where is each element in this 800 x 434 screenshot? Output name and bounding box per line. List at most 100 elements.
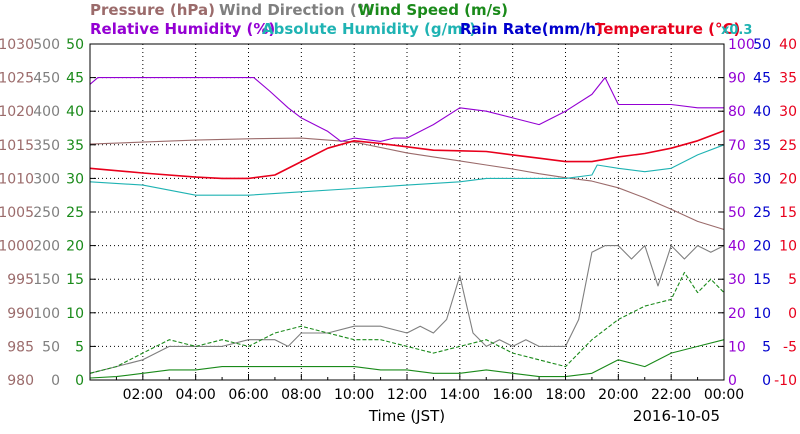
y-tick-label-wind-direction: 50 bbox=[42, 339, 60, 355]
y-tick-label-wind-speed: 40 bbox=[66, 104, 84, 120]
series-line-humidity bbox=[89, 144, 725, 196]
y-tick-label-rain-rate: 25 bbox=[753, 205, 771, 221]
y-tick-label-rain-rate: 20 bbox=[753, 239, 771, 255]
y-tick-label-pressure: 990 bbox=[7, 306, 34, 322]
x-tick-label: 08:00 bbox=[281, 387, 321, 403]
y-tick-label-wind-direction: 100 bbox=[33, 306, 60, 322]
x-tick-label: 18:00 bbox=[545, 387, 585, 403]
x-axis-label: Time (JST) bbox=[368, 407, 445, 425]
series-line-wind-direction bbox=[89, 245, 725, 374]
y-tick-label-humidity: 80 bbox=[728, 104, 746, 120]
legend-wind-speed: Wind Speed (m/s) bbox=[358, 1, 508, 19]
y-tick-label-pressure: 1020 bbox=[0, 104, 34, 120]
y-tick-label-rain-rate: 5 bbox=[762, 339, 771, 355]
y-tick-label-pressure: 1005 bbox=[0, 205, 34, 221]
x-tick-label: 16:00 bbox=[492, 387, 532, 403]
y-tick-label-pressure: 1010 bbox=[0, 171, 34, 187]
grid bbox=[90, 44, 724, 380]
y-tick-label-temperature: -10 bbox=[774, 373, 797, 389]
y-tick-label-temperature: 35 bbox=[779, 71, 797, 87]
y-tick-label-wind-speed: 10 bbox=[66, 306, 84, 322]
y-tick-label-wind-direction: 450 bbox=[33, 71, 60, 87]
y-tick-label-pressure: 995 bbox=[7, 272, 34, 288]
y-tick-label-pressure: 1015 bbox=[0, 138, 34, 154]
y-tick-label-temperature: 20 bbox=[779, 171, 797, 187]
y-tick-label-rain-rate: 45 bbox=[753, 71, 771, 87]
series-line-wind-speed bbox=[89, 339, 725, 379]
y-tick-label-wind-direction: 250 bbox=[33, 205, 60, 221]
y-tick-label-temperature: 25 bbox=[779, 138, 797, 154]
y-tick-label-humidity: 0 bbox=[728, 373, 737, 389]
y-tick-label-wind-speed: 5 bbox=[75, 339, 84, 355]
y-tick-label-wind-direction: 400 bbox=[33, 104, 60, 120]
legend-rain-rate: Rain Rate(mm/h) bbox=[460, 20, 603, 38]
y-tick-label-rain-rate: 40 bbox=[753, 104, 771, 120]
y-tick-label-pressure: 1025 bbox=[0, 71, 34, 87]
y-tick-label-pressure: 985 bbox=[7, 339, 34, 355]
x-tick-label: 00:00 bbox=[704, 387, 744, 403]
y-tick-label-temperature: 10 bbox=[779, 239, 797, 255]
series-line-pressure bbox=[89, 137, 725, 231]
y-tick-label-pressure: 1000 bbox=[0, 239, 34, 255]
y-tick-label-temperature: 40 bbox=[779, 37, 797, 53]
y-tick-label-temperature: 15 bbox=[779, 205, 797, 221]
legend-temperature: Temperature (°C) bbox=[595, 20, 740, 38]
left-axes: 9809859909951000100510101015102010251030… bbox=[0, 37, 96, 389]
y-tick-label-humidity: 20 bbox=[728, 306, 746, 322]
y-tick-label-rain-rate: 30 bbox=[753, 171, 771, 187]
y-tick-label-temperature: 5 bbox=[788, 272, 797, 288]
right-axes: 0102030405060708090100051015202530354045… bbox=[718, 37, 797, 389]
legend-absolute-humidity: Absolute Humidity (g/m³) bbox=[262, 20, 476, 38]
y-tick-label-rain-rate: 0 bbox=[762, 373, 771, 389]
y-tick-label-pressure: 980 bbox=[7, 373, 34, 389]
x-tick-label: 14:00 bbox=[440, 387, 480, 403]
y-tick-label-humidity: 70 bbox=[728, 138, 746, 154]
y-tick-label-wind-speed: 30 bbox=[66, 171, 84, 187]
y-tick-label-humidity: 40 bbox=[728, 239, 746, 255]
y-tick-label-humidity: 90 bbox=[728, 71, 746, 87]
y-tick-label-rain-rate: 15 bbox=[753, 272, 771, 288]
y-tick-label-wind-speed: 0 bbox=[75, 373, 84, 389]
y-tick-label-temperature: 0 bbox=[788, 306, 797, 322]
series-line-wind-speed bbox=[89, 271, 725, 374]
y-tick-label-rain-rate: 35 bbox=[753, 138, 771, 154]
y-tick-label-wind-speed: 25 bbox=[66, 205, 84, 221]
y-tick-label-wind-speed: 35 bbox=[66, 138, 84, 154]
x-tick-label: 12:00 bbox=[387, 387, 427, 403]
x-axis-ticks: 02:00 04:00 06:00 08:00 10:00 12:00 14:00 16:00… bbox=[115, 374, 744, 403]
x-tick-label: 10:00 bbox=[334, 387, 374, 403]
y-tick-label-wind-direction: 200 bbox=[33, 239, 60, 255]
y-tick-label-wind-direction: 500 bbox=[33, 37, 60, 53]
y-tick-label-temperature: -5 bbox=[783, 339, 797, 355]
y-tick-label-temperature: 30 bbox=[779, 104, 797, 120]
legend-pressure: Pressure (hPa) bbox=[90, 1, 215, 19]
y-tick-label-humidity: 60 bbox=[728, 171, 746, 187]
legend: Pressure (hPa) Wind Direction (°) Wind S… bbox=[90, 1, 752, 38]
legend-wind-direction: Wind Direction (°) bbox=[219, 1, 371, 19]
y-tick-label-pressure: 1030 bbox=[0, 37, 34, 53]
y-tick-label-humidity: 10 bbox=[728, 339, 746, 355]
series-line-temperature bbox=[89, 129, 725, 180]
y-tick-label-humidity: 100 bbox=[728, 37, 755, 53]
y-tick-label-wind-speed: 15 bbox=[66, 272, 84, 288]
x-tick-label: 20:00 bbox=[598, 387, 638, 403]
x-tick-label: 02:00 bbox=[123, 387, 163, 403]
y-tick-label-humidity: 30 bbox=[728, 272, 746, 288]
scale-note: x0.3 bbox=[721, 23, 752, 38]
y-tick-label-wind-speed: 50 bbox=[66, 37, 84, 53]
series-line-humidity bbox=[89, 77, 724, 142]
y-tick-label-wind-speed: 20 bbox=[66, 239, 84, 255]
date-label: 2016-10-05 bbox=[633, 407, 720, 425]
y-tick-label-rain-rate: 10 bbox=[753, 306, 771, 322]
x-tick-label: 22:00 bbox=[651, 387, 691, 403]
y-tick-label-wind-speed: 45 bbox=[66, 71, 84, 87]
x-tick-label: 06:00 bbox=[228, 387, 268, 403]
legend-relative-humidity: Relative Humidity (%) bbox=[90, 20, 275, 38]
y-tick-label-rain-rate: 50 bbox=[753, 37, 771, 53]
x-tick-label: 04:00 bbox=[175, 387, 215, 403]
y-tick-label-wind-direction: 300 bbox=[33, 171, 60, 187]
y-tick-label-humidity: 50 bbox=[728, 205, 746, 221]
y-tick-label-wind-direction: 350 bbox=[33, 138, 60, 154]
y-tick-label-wind-direction: 150 bbox=[33, 272, 60, 288]
